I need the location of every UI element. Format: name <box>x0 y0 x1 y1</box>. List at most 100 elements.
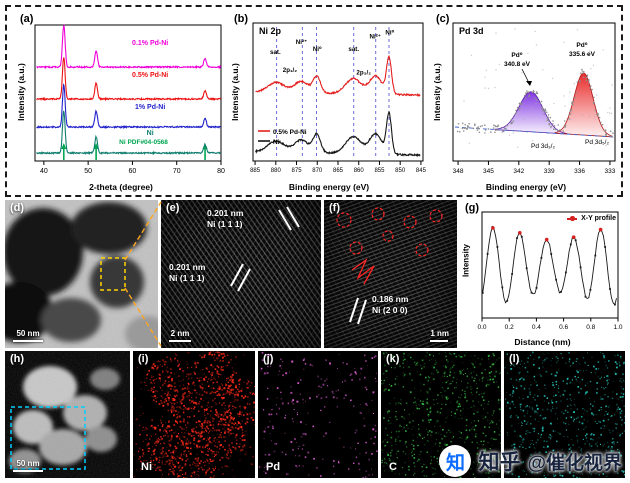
ni2p-trace-1 <box>255 110 421 158</box>
scalebar-e: 2 nm <box>169 328 191 342</box>
scalebar-e-line <box>169 339 191 342</box>
xrd-traces <box>36 24 222 156</box>
profile-peak-marker <box>598 227 603 232</box>
panel-label-f: (f) <box>329 202 340 214</box>
svg-text:0.4: 0.4 <box>532 324 541 331</box>
svg-text:Pd 3d₃/₂: Pd 3d₃/₂ <box>531 143 555 150</box>
xrd-trace-2 <box>36 83 221 130</box>
dspacing-200-plane: Ni (2 0 0) <box>372 305 408 315</box>
panel-map-ni: (i) Ni <box>133 351 255 478</box>
profile-line <box>482 225 617 306</box>
dspacing-2-plane: Ni (1 1 1) <box>169 273 205 283</box>
panel-label-k: (k) <box>386 353 400 365</box>
xrd-trace-3 <box>36 110 222 156</box>
xrd-y-axis-label: Intensity (a.u.) <box>16 63 26 121</box>
zhihu-logo-glyph: 知 <box>445 451 465 474</box>
svg-text:Ni PDF#04-0568: Ni PDF#04-0568 <box>119 139 168 146</box>
xrd-plot: 40 50 60 70 80 Ni PDF#04-0568 0.1% Pd-Ni 0.5% P… <box>34 24 225 175</box>
svg-text:0.6: 0.6 <box>559 324 568 331</box>
panel-hrtem-200: (f) 0.186 nm Ni (2 0 0) 1 nm <box>324 200 457 348</box>
lattice-annotation-marks <box>230 206 300 292</box>
svg-text:Ni: Ni <box>147 130 154 137</box>
svg-text:Pd⁰: Pd⁰ <box>511 52 522 59</box>
svg-text:sat.: sat. <box>270 49 281 56</box>
panel-label-c: (c) <box>436 13 450 25</box>
scalebar-h-line <box>13 469 43 472</box>
profile-legend: X-Y profile <box>567 215 616 222</box>
panel-label-b: (b) <box>234 13 249 25</box>
dspacing-1-plane: Ni (1 1 1) <box>207 219 243 229</box>
panel-label-i: (i) <box>138 353 149 365</box>
panel-xrd: (a) Intensity (a.u.) 40 50 60 70 80 Ni PDF#04… <box>15 11 227 193</box>
svg-text:2p₁/₂: 2p₁/₂ <box>283 67 297 74</box>
svg-text:875: 875 <box>292 168 303 174</box>
svg-text:855: 855 <box>374 168 385 174</box>
svg-text:880: 880 <box>271 168 282 174</box>
panel-xps-ni2p: (b) Ni 2p Intensity (a.u.) 885 880 875 870 8… <box>229 11 429 193</box>
spectroscopy-box: (a) Intensity (a.u.) 40 50 60 70 80 Ni PDF#04… <box>5 5 623 197</box>
svg-text:Ni⁰: Ni⁰ <box>385 30 394 37</box>
svg-text:0.1% Pd-Ni: 0.1% Pd-Ni <box>132 40 168 47</box>
panel-label-d: (d) <box>10 202 25 214</box>
svg-text:865: 865 <box>333 168 344 174</box>
xrd-x-axis-label: 2-theta (degree) <box>89 182 153 192</box>
eds-map-ni <box>133 351 255 478</box>
stem-image <box>5 351 130 478</box>
panel-label-h: (h) <box>10 353 25 365</box>
scalebar-f-line <box>430 339 449 342</box>
defect-sketch <box>351 258 375 285</box>
scalebar-f-text: 1 nm <box>430 328 449 338</box>
element-label-pd: Pd <box>266 461 281 473</box>
profile-plot: 0.0 0.2 0.4 0.6 0.8 1.0 <box>477 211 623 331</box>
profile-y-axis-label: Intensity <box>461 244 471 277</box>
watermark: 知 知乎 @催化视界 <box>439 445 622 477</box>
element-label-ni: Ni <box>141 461 152 473</box>
panel-map-4: (l) <box>504 351 625 478</box>
panel-label-l: (l) <box>509 353 520 365</box>
profile-peak-marker <box>544 237 549 242</box>
svg-text:850: 850 <box>395 168 406 174</box>
ni2p-y-axis-label: Intensity (a.u.) <box>230 63 240 121</box>
svg-text:345: 345 <box>483 168 494 175</box>
ni2p-title: Ni 2p <box>259 26 282 36</box>
ni2p-trace-0 <box>255 55 421 98</box>
svg-text:1.0: 1.0 <box>613 324 622 331</box>
pd3d-title: Pd 3d <box>459 26 484 36</box>
profile-peak-marker <box>518 231 522 235</box>
svg-text:sat.: sat. <box>348 46 359 53</box>
panel-label-e: (e) <box>166 202 180 214</box>
scalebar-d: 50 nm <box>13 328 43 342</box>
svg-text:335.6 eV: 335.6 eV <box>569 51 596 58</box>
zhihu-logo-icon: 知 <box>439 445 472 477</box>
scalebar-h: 50 nm <box>13 458 43 472</box>
svg-text:0.0: 0.0 <box>477 324 486 331</box>
svg-text:Pd⁰: Pd⁰ <box>576 42 587 49</box>
scalebar-d-text: 50 nm <box>16 328 40 338</box>
ni2p-plot: 885 880 875 870 865 860 855 850 845sat.Ni²⁺Ni⁰2p… <box>250 22 427 174</box>
roi-box-cyan <box>10 406 86 470</box>
profile-legend-label: X-Y profile <box>581 215 616 222</box>
xrd-trace-1 <box>36 57 222 102</box>
legend-marker-icon <box>567 216 578 221</box>
svg-text:Ni⁰: Ni⁰ <box>313 46 322 53</box>
dspacing-200-value: 0.186 nm <box>372 294 409 304</box>
panel-stem: (h) 50 nm <box>5 351 130 478</box>
panel-map-pd: (j) Pd <box>258 351 378 478</box>
scalebar-h-text: 50 nm <box>16 458 40 468</box>
panel-hrtem-111: (e) 0.201 nm Ni (1 1 1) 0.201 nm Ni (1 1… <box>161 200 321 348</box>
dspacing-annotation-2: 0.201 nm Ni (1 1 1) <box>169 262 205 284</box>
watermark-handle: @催化视界 <box>527 452 622 474</box>
svg-text:2p₃/₂: 2p₃/₂ <box>356 70 371 77</box>
ni2p-x-axis-label: Binding energy (eV) <box>288 182 370 192</box>
svg-text:40: 40 <box>40 168 48 175</box>
xrd-trace-0 <box>36 24 222 70</box>
svg-text:Ni²⁺: Ni²⁺ <box>296 39 308 46</box>
svg-text:0.8: 0.8 <box>586 324 595 331</box>
svg-text:80: 80 <box>217 168 225 175</box>
pd3d-baseline <box>454 126 614 138</box>
pd3d-scatter <box>456 28 614 148</box>
svg-text:342: 342 <box>513 168 524 175</box>
scalebar-e-text: 2 nm <box>170 328 190 338</box>
scalebar-d-line <box>13 339 43 342</box>
svg-text:0.2: 0.2 <box>505 324 514 331</box>
